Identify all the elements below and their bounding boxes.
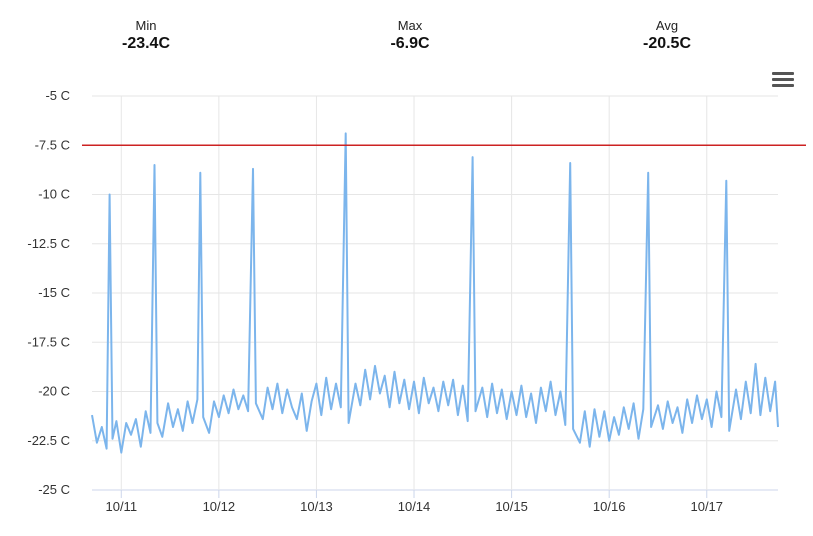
stat-min-value: -23.4C [121, 35, 171, 52]
y-tick-label: -15 C [38, 285, 70, 300]
x-tick-label: 10/14 [398, 499, 431, 514]
stat-min-label: Min [135, 18, 157, 33]
series-layer [91, 132, 779, 454]
x-tick-label: 10/12 [203, 499, 236, 514]
y-tick-label: -22.5 C [27, 433, 70, 448]
x-axis-ticks: 10/11 10/12 10/13 10/14 10/15 10/16 10/17 [105, 490, 723, 514]
stat-min: Min -23.4C [86, 18, 206, 54]
y-tick-label: -20 C [38, 384, 70, 399]
y-tick-label: -7.5 C [35, 137, 70, 152]
y-tick-label: -10 C [38, 187, 70, 202]
hamburger-menu-icon[interactable] [772, 72, 794, 90]
x-tick-label: 10/15 [495, 499, 528, 514]
y-tick-label: -25 C [38, 482, 70, 497]
x-tick-label: 10/16 [593, 499, 626, 514]
temperature-series-line [91, 132, 779, 454]
grid-lines [92, 95, 778, 491]
x-tick-label: 10/17 [690, 499, 723, 514]
stat-max-label: Max [397, 18, 423, 33]
stat-avg-label: Avg [655, 18, 679, 33]
stat-avg-value: -20.5C [642, 35, 692, 52]
y-tick-label: -12.5 C [27, 236, 70, 251]
stat-max: Max -6.9C [350, 18, 470, 54]
y-axis-ticks: -5 C -7.5 C -10 C -12.5 C -15 C -17.5 C -20 C -… [27, 88, 70, 497]
x-tick-label: 10/13 [300, 499, 333, 514]
x-tick-label: 10/11 [105, 499, 137, 514]
stat-max-value: -6.9C [390, 35, 430, 52]
stats-header: Min -23.4C Max -6.9C Avg -20.5C [0, 0, 813, 70]
stat-avg: Avg -20.5C [607, 18, 727, 54]
y-tick-label: -17.5 C [27, 334, 70, 349]
y-tick-label: -5 C [45, 88, 70, 103]
